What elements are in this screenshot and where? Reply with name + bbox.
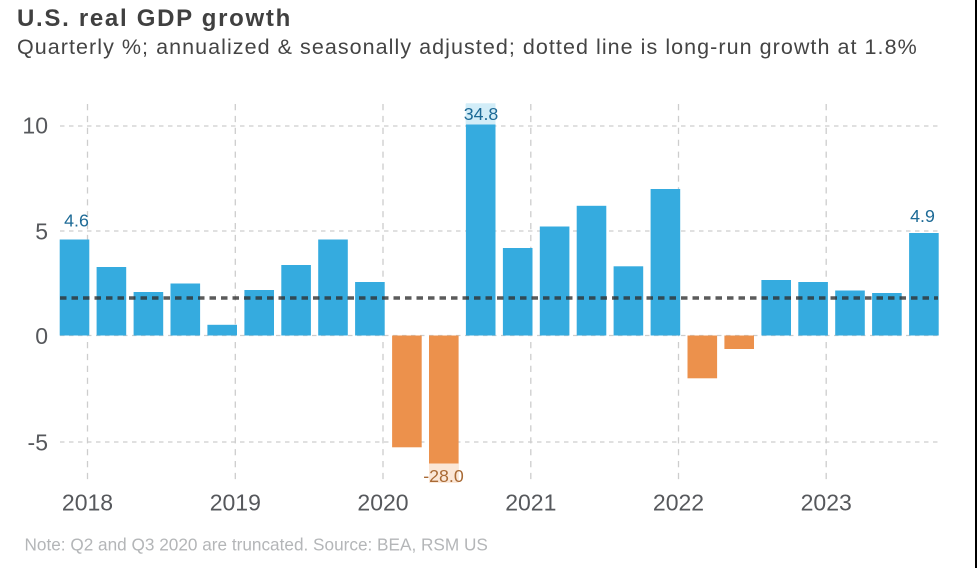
svg-text:2023: 2023	[801, 489, 852, 515]
svg-text:10: 10	[22, 113, 48, 139]
svg-text:2018: 2018	[62, 489, 113, 515]
svg-text:Quarterly %; annualized & seas: Quarterly %; annualized & seasonally adj…	[17, 35, 918, 59]
svg-text:2022: 2022	[653, 489, 704, 515]
svg-text:U.S. real GDP growth: U.S. real GDP growth	[17, 5, 292, 32]
svg-text:4.9: 4.9	[910, 206, 935, 226]
svg-text:-28.0: -28.0	[423, 466, 464, 486]
svg-text:2019: 2019	[210, 489, 261, 515]
svg-text:2021: 2021	[505, 489, 556, 515]
svg-text:0: 0	[35, 323, 48, 349]
svg-text:4.6: 4.6	[64, 210, 89, 230]
svg-text:5: 5	[35, 218, 48, 244]
svg-text:2020: 2020	[357, 489, 408, 515]
svg-text:34.8: 34.8	[464, 104, 499, 124]
svg-text:-5: -5	[28, 429, 48, 455]
svg-text:Note: Q2 and Q3 2020 are trunc: Note: Q2 and Q3 2020 are truncated. Sour…	[25, 535, 488, 555]
